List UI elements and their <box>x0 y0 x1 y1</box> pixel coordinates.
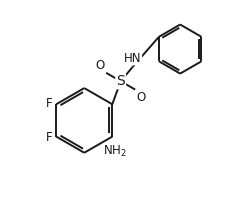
Text: S: S <box>116 74 125 88</box>
Text: F: F <box>46 97 52 110</box>
Text: NH$_2$: NH$_2$ <box>103 145 127 159</box>
Text: O: O <box>96 59 105 72</box>
Text: F: F <box>46 131 52 144</box>
Text: HN: HN <box>124 52 142 65</box>
Text: O: O <box>136 91 146 104</box>
